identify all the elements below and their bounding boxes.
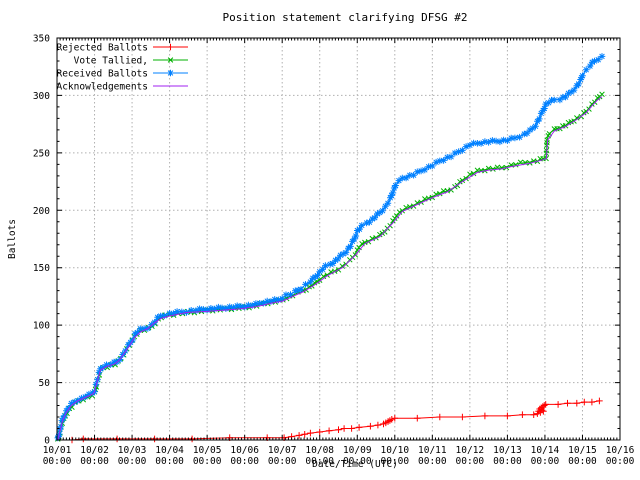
x-tick-label: 10/01: [43, 445, 72, 456]
x-tick-sublabel: 00:00: [531, 456, 560, 467]
legend-label: Vote Tallied,: [74, 56, 148, 67]
y-tick-label: 150: [33, 263, 50, 274]
x-tick-label: 10/15: [568, 445, 597, 456]
x-tick-sublabel: 00:00: [155, 456, 184, 467]
x-tick-label: 10/08: [305, 445, 334, 456]
x-tick-sublabel: 00:00: [456, 456, 485, 467]
x-tick-label: 10/06: [230, 445, 259, 456]
x-tick-sublabel: 00:00: [230, 456, 259, 467]
axis-ticks: [56, 37, 621, 441]
x-tick-label: 10/14: [531, 445, 560, 456]
x-tick-sublabel: 00:00: [380, 456, 409, 467]
plot-border: [56, 37, 621, 441]
legend-label: Acknowledgements: [56, 82, 148, 93]
x-tick-sublabel: 00:00: [343, 456, 372, 467]
x-tick-label: 10/09: [343, 445, 372, 456]
x-tick-label: 10/13: [493, 445, 522, 456]
series-rejected-ballots: [68, 397, 603, 444]
legend-label: Received Ballots: [56, 69, 148, 80]
x-tick-sublabel: 00:00: [418, 456, 447, 467]
y-tick-label: 250: [33, 148, 50, 159]
series-acknowledgements: [57, 96, 603, 441]
x-tick-sublabel: 00:00: [568, 456, 597, 467]
series-layer: [54, 53, 606, 444]
x-tick-label: 10/16: [606, 445, 635, 456]
y-axis-title: Ballots: [7, 219, 18, 259]
x-tick-sublabel: 00:00: [305, 456, 334, 467]
legend-item-acknowledgements: Acknowledgements: [56, 82, 188, 93]
x-tick-label: 10/05: [193, 445, 222, 456]
x-tick-sublabel: 00:00: [43, 456, 72, 467]
x-tick-label: 10/04: [155, 445, 184, 456]
grid-lines: [57, 38, 620, 440]
x-tick-sublabel: 00:00: [118, 456, 147, 467]
chart-title: Position statement clarifying DFSG #2: [222, 11, 467, 24]
y-tick-label: 300: [33, 91, 50, 102]
legend: Rejected Ballots Vote Tallied, Received Ba…: [56, 43, 188, 93]
x-tick-labels: 10/0100:0010/0200:0010/0300:0010/0400:00…: [43, 445, 635, 467]
x-tick-label: 10/07: [268, 445, 297, 456]
y-tick-labels: 0 50 100 150 200 250 300 350: [33, 34, 50, 447]
legend-item-vote-tallied: Vote Tallied,: [74, 56, 188, 67]
x-tick-label: 10/12: [456, 445, 485, 456]
x-tick-sublabel: 00:00: [193, 456, 222, 467]
x-tick-sublabel: 00:00: [606, 456, 635, 467]
y-tick-label: 50: [39, 378, 51, 389]
x-tick-sublabel: 00:00: [80, 456, 109, 467]
x-tick-sublabel: 00:00: [268, 456, 297, 467]
x-tick-label: 10/10: [380, 445, 409, 456]
y-tick-label: 200: [33, 206, 50, 217]
x-tick-label: 10/03: [118, 445, 147, 456]
x-tick-label: 10/02: [80, 445, 109, 456]
x-tick-label: 10/11: [418, 445, 447, 456]
legend-item-rejected-ballots: Rejected Ballots: [56, 43, 188, 54]
y-tick-label: 100: [33, 321, 50, 332]
legend-item-received-ballots: Received Ballots: [56, 69, 188, 80]
x-axis-title: Date/Time (UTC): [312, 459, 398, 470]
y-tick-label: 0: [44, 436, 50, 447]
legend-label: Rejected Ballots: [56, 43, 148, 54]
y-tick-label: 350: [33, 34, 50, 45]
x-tick-sublabel: 00:00: [493, 456, 522, 467]
